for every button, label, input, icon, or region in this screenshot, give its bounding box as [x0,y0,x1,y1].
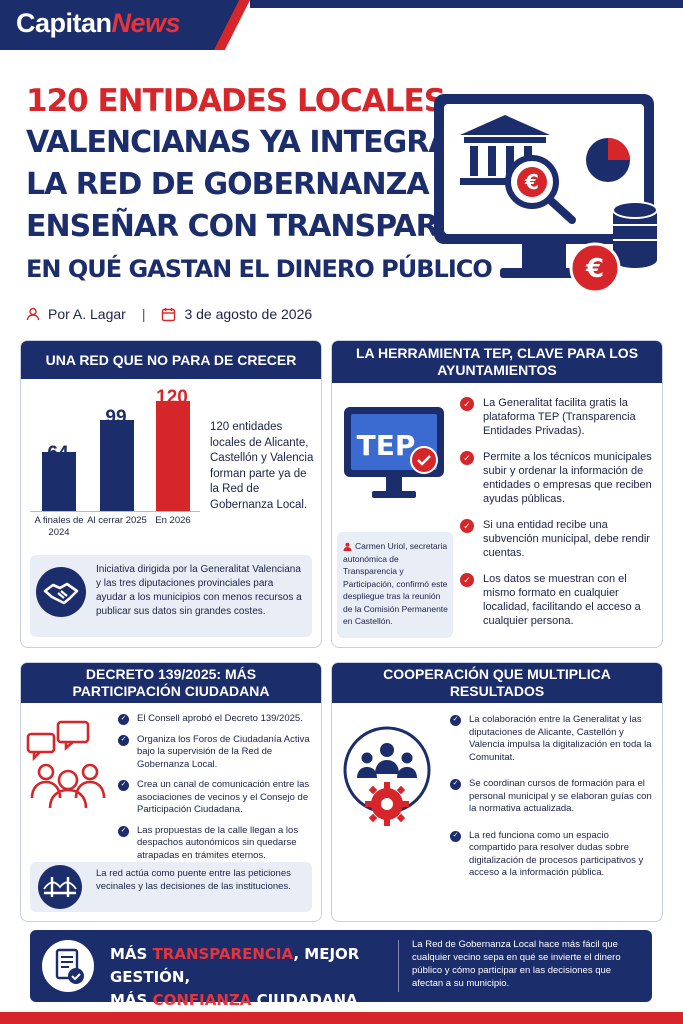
growth-note: Iniciativa dirigida por la Generalitat V… [30,555,312,637]
tep-item: ✓ Si una entidad recibe una subvención mu… [460,518,655,560]
headline-line-5: EN QUÉ GASTAN EL DINERO PÚBLICO [26,255,493,283]
decree-card-title: DECRETO 139/2025: MÁS PARTICIPACIÓN CIUD… [21,663,321,703]
cooperation-card-title: COOPERACIÓN QUE MULTIPLICA RESULTADOS [332,663,662,703]
tep-monitor-icon: TEP [344,407,444,498]
bar-label-2026: En 2026 [155,515,191,526]
svg-text:€: € [585,254,604,284]
headline-line-2: VALENCIANAS YA INTEGRAN [26,125,476,160]
document-check-icon [42,940,94,992]
banner-divider [398,940,399,992]
tep-label: TEP [357,429,416,462]
growth-note-text: Iniciativa dirigida por la Generalitat V… [96,564,302,617]
tep-item: ✓ Los datos se muestran con el mismo form… [460,572,655,628]
logo-background [0,0,250,50]
citizens-chat-icon [26,720,106,809]
cooperation-list: ✓ La colaboración entre la Generalitat y … [450,714,655,880]
check-icon: ✓ [450,779,461,790]
bar-2026 [156,401,190,511]
tep-list: ✓ La Generalitat facilita gratis la plata… [460,396,655,628]
cooperation-item: ✓ La red funciona como un espacio compart… [450,830,655,880]
handshake-icon [36,567,86,617]
headline-line-1: 120 ENTIDADES LOCALES [26,83,446,119]
logo-text-2: News [111,8,181,38]
growth-card-title: UNA RED QUE NO PARA DE CRECER [21,341,321,379]
footer-accent-line [0,1012,683,1024]
logo-text-1: Capitan [16,8,112,38]
tep-card-title: LA HERRAMIENTA TEP, CLAVE PARA LOS AYUNT… [332,341,662,383]
decree-item: ✓ Organiza los Foros de Ciudadanía Activa… [118,734,318,772]
author[interactable]: Por A. Lagar [48,306,126,322]
user-icon [26,307,40,321]
quote-box: Carmen Uriol, secretaria autonómica de T… [337,532,453,638]
bar-2025 [100,420,134,511]
check-icon: ✓ [460,519,474,533]
calendar-icon [162,307,176,321]
public-finance-illustration-icon: € € [434,94,658,294]
check-icon: ✓ [118,780,129,791]
cooperation-item: ✓ La colaboración entre la Generalitat y … [450,714,655,764]
headline-line-3: LA RED DE GOBERNANZA PARA [26,167,524,202]
check-icon: ✓ [460,573,474,587]
team-gear-icon [343,726,431,826]
top-accent-line [250,0,683,8]
decree-list: ✓ El Consell aprobó el Decreto 139/2025. … [118,713,318,862]
cooperation-item: ✓ Se coordinan cursos de formación para e… [450,778,655,816]
banner-text: La Red de Gobernanza Local hace más fáci… [412,939,621,989]
byline: Por A. Lagar | 3 de agosto de 2026 [26,306,312,322]
summary-banner: MÁS TRANSPARENCIA, MEJOR GESTIÓN, MÁS CO… [30,930,652,1009]
tep-item: ✓ La Generalitat facilita gratis la plata… [460,396,655,438]
headline-line-4: ENSEÑAR CON TRANSPARENCIA [26,209,536,244]
check-icon: ✓ [118,714,129,725]
check-icon: ✓ [450,830,461,842]
check-icon: ✓ [460,451,474,465]
site-logo[interactable]: CapitanNews [16,8,181,39]
check-icon: ✓ [450,715,461,726]
byline-separator: | [141,306,146,322]
svg-text:€: € [524,170,539,194]
check-icon: ✓ [460,397,474,411]
headline: 120 ENTIDADES LOCALES VALENCIANAS YA INT… [26,80,536,290]
check-icon: ✓ [118,734,129,746]
bar-label-2024: A finales de 2024 [34,515,84,538]
banner-slogan: MÁS TRANSPARENCIA, MEJOR GESTIÓN, MÁS CO… [110,945,360,1009]
decree-note: La red actúa como puente entre las petic… [30,862,312,912]
check-icon: ✓ [118,825,129,837]
chart-baseline [30,511,200,512]
decree-item: ✓ El Consell aprobó el Decreto 139/2025. [118,713,318,726]
publish-date: 3 de agosto de 2026 [184,306,313,322]
quote-text: Carmen Uriol, secretaria autonómica de T… [343,541,448,626]
bar-label-2025: Al cerrar 2025 [87,515,147,526]
decree-note-text: La red actúa como puente entre las petic… [96,868,291,892]
tep-item: ✓ Permite a los técnicos municipales subi… [460,450,655,506]
decree-item: ✓ Las propuestas de la calle llegan a los… [118,825,318,863]
speaker-icon [343,542,352,551]
growth-text: 120 entidades locales de Alicante, Caste… [210,421,314,511]
decree-item: ✓ Crea un canal de comunicación entre las… [118,779,318,817]
bridge-icon [38,865,82,909]
growth-chart: 64 99 120 A finales de 2024 Al cerrar 20… [30,385,200,545]
bar-2024 [42,452,76,511]
